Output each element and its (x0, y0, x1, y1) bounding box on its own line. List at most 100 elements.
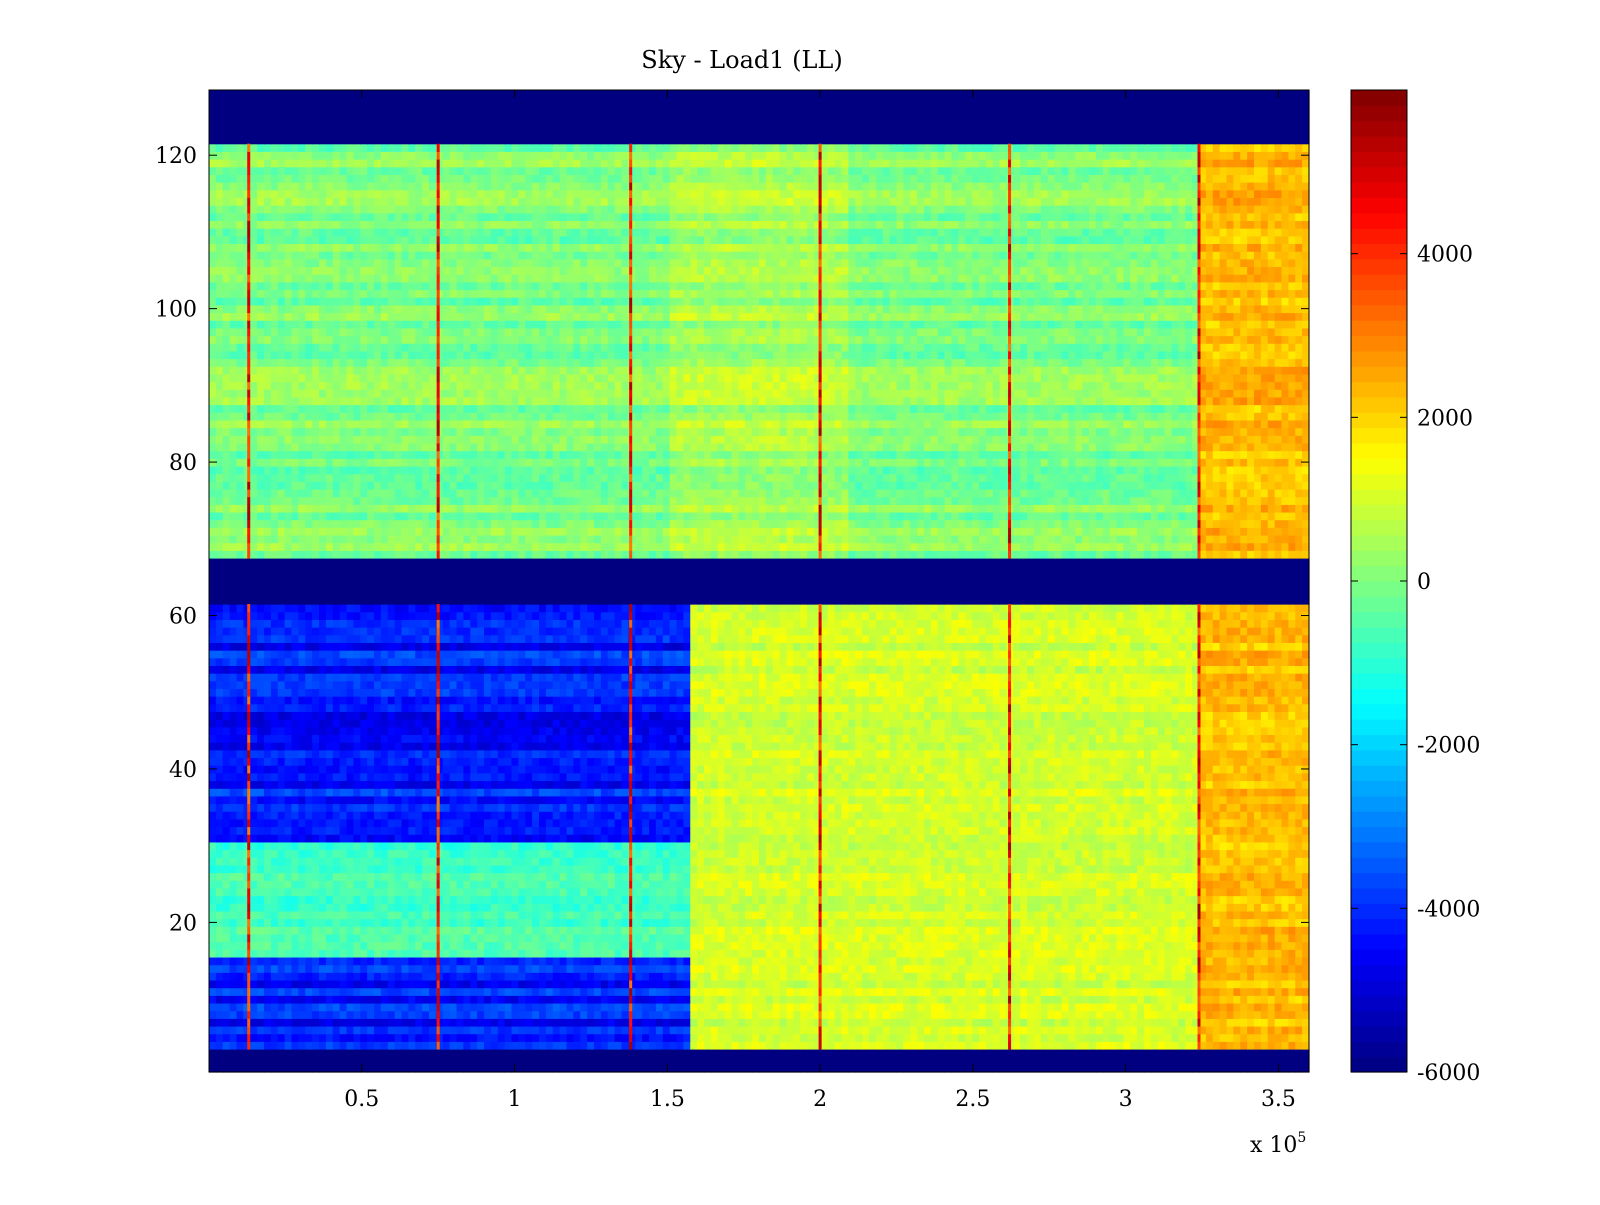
heatmap-cell (814, 872, 822, 881)
heatmap-cell (1047, 887, 1056, 897)
heatmap-cell (972, 1018, 980, 1027)
heatmap-cell (745, 910, 753, 920)
heatmap-cell (298, 887, 306, 897)
heatmap-cell (1040, 895, 1049, 904)
heatmap-cell (270, 933, 279, 943)
heatmap-cell (594, 1002, 602, 1012)
heatmap-cell (1212, 841, 1221, 851)
heatmap-cell (518, 903, 526, 912)
heatmap-cell (820, 849, 829, 858)
heatmap-cell (1226, 895, 1234, 904)
heatmap-cell (387, 895, 396, 904)
heatmap-cell (284, 926, 293, 935)
heatmap-cell (869, 872, 877, 881)
heatmap-cell (827, 979, 836, 989)
heatmap-cell (765, 1064, 774, 1073)
heatmap-cell (662, 933, 671, 943)
heatmap-cell (642, 972, 650, 981)
heatmap-cell (937, 864, 946, 874)
heatmap-cell (649, 864, 657, 874)
heatmap-cell (979, 956, 987, 966)
heatmap-cell (1226, 933, 1234, 943)
heatmap-cell (394, 903, 403, 912)
heatmap-cell (930, 918, 939, 927)
heatmap-cell (655, 880, 664, 889)
heatmap-cell (710, 941, 719, 950)
heatmap-cell (222, 941, 231, 950)
heatmap-cell (1185, 987, 1193, 996)
heatmap-cell (587, 972, 595, 981)
heatmap-cell (724, 1018, 733, 1027)
heatmap-cell (284, 910, 293, 920)
heatmap-cell (1157, 979, 1166, 989)
heatmap-cell (215, 1018, 224, 1027)
heatmap-cell (704, 1048, 712, 1058)
heatmap-cell (662, 872, 671, 881)
heatmap-cell (1185, 979, 1193, 989)
heatmap-cell (869, 987, 877, 996)
heatmap-cell (215, 1041, 224, 1050)
heatmap-cell (484, 926, 492, 935)
heatmap-cell (1089, 1056, 1097, 1065)
heatmap-cell (209, 995, 217, 1004)
heatmap-cell (484, 857, 492, 866)
heatmap-cell (594, 887, 602, 897)
heatmap-cell (979, 834, 987, 843)
heatmap-cell (1288, 903, 1296, 912)
heatmap-cell (655, 841, 664, 851)
heatmap-cell (449, 1064, 458, 1073)
heatmap-cell (243, 1010, 251, 1019)
heatmap-cell (1267, 1002, 1276, 1012)
heatmap-cell (442, 1041, 451, 1050)
heatmap-cell (1109, 887, 1118, 897)
heatmap-cell (325, 918, 334, 927)
heatmap-cell (889, 956, 898, 966)
heatmap-cell (875, 1064, 884, 1073)
heatmap-cell (1013, 987, 1021, 996)
heatmap-cell (394, 880, 403, 889)
heatmap-cell (930, 972, 939, 981)
heatmap-cell (229, 979, 238, 989)
heatmap-cell (662, 918, 671, 927)
heatmap-cell (827, 987, 836, 996)
heatmap-cell (1040, 995, 1049, 1004)
heatmap-cell (298, 972, 306, 981)
heatmap-cell (1061, 956, 1069, 966)
heatmap-cell (1082, 1033, 1090, 1042)
heatmap-cell (1171, 857, 1179, 866)
heatmap-cell (1082, 841, 1090, 851)
heatmap-cell (374, 926, 382, 935)
heatmap-cell (257, 1002, 265, 1012)
heatmap-cell (353, 826, 361, 835)
heatmap-cell (1150, 1002, 1159, 1012)
heatmap-cell (566, 849, 574, 858)
heatmap-cell (1013, 1048, 1021, 1058)
heatmap-cell (1240, 949, 1248, 958)
heatmap-cell (944, 841, 953, 851)
heatmap-cell (243, 834, 251, 843)
heatmap-cell (284, 1018, 293, 1027)
heatmap-cell (1027, 1033, 1035, 1042)
heatmap-cell (552, 1064, 561, 1073)
heatmap-cell (456, 1064, 464, 1073)
heatmap-cell (552, 949, 561, 958)
heatmap-cell (1295, 895, 1303, 904)
heatmap-cell (415, 826, 423, 835)
heatmap-cell (1192, 910, 1200, 920)
heatmap-cell (1123, 1064, 1131, 1073)
heatmap-cell (862, 1033, 870, 1042)
heatmap-cell (1150, 880, 1159, 889)
heatmap-cell (1123, 1056, 1131, 1065)
heatmap-cell (594, 857, 602, 866)
heatmap-cell (738, 834, 746, 843)
heatmap-cell (655, 834, 664, 843)
heatmap-cell (1150, 979, 1159, 989)
heatmap-cell (841, 1056, 849, 1065)
heatmap-cell (332, 1064, 341, 1073)
heatmap-cell (697, 864, 705, 874)
heatmap-cell (470, 1025, 478, 1035)
heatmap-cell (1212, 1033, 1221, 1042)
heatmap-cell (442, 903, 451, 912)
heatmap-cell (841, 903, 849, 912)
